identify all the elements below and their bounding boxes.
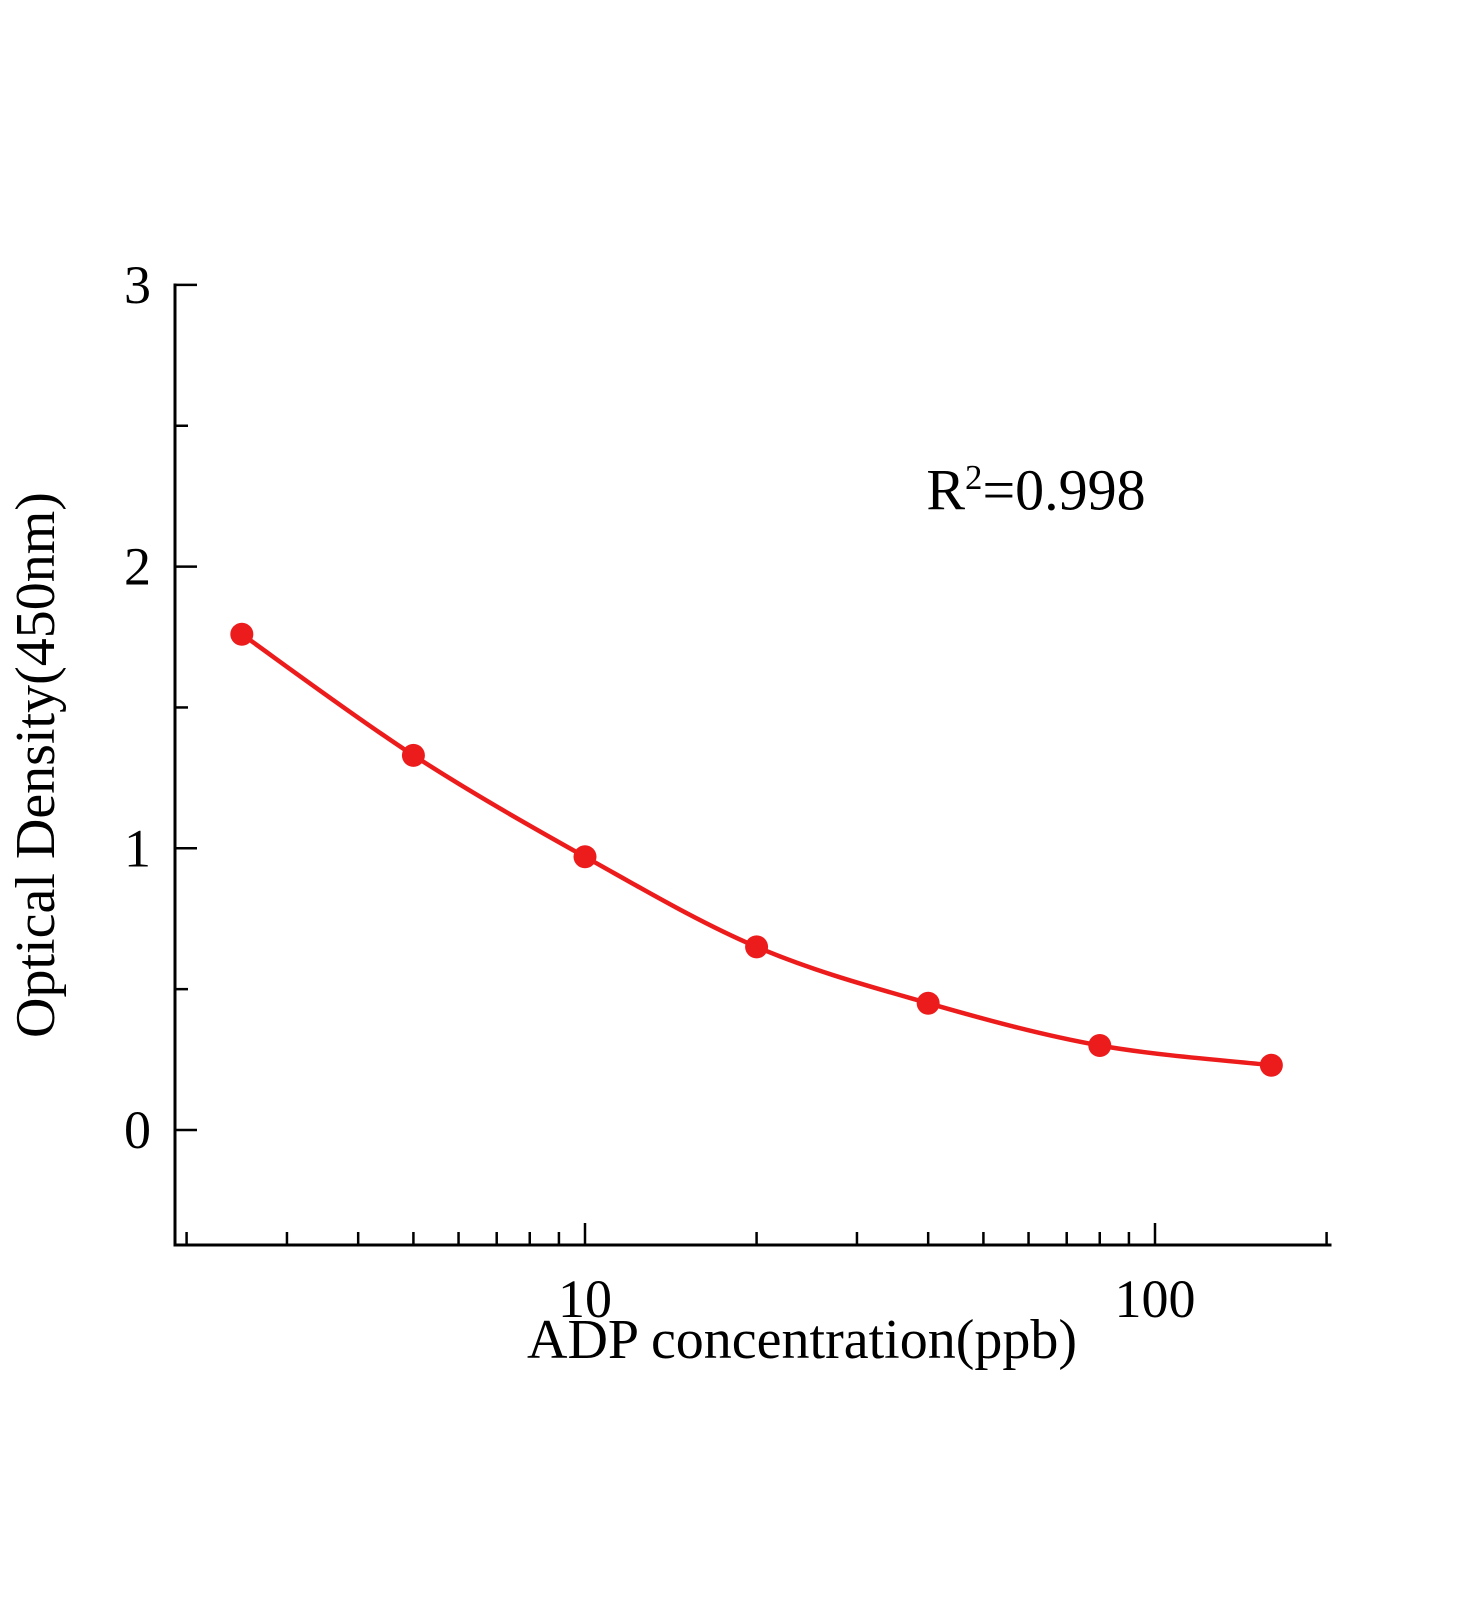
- x-tick-label: 10: [558, 1269, 612, 1329]
- x-tick-label: 100: [1115, 1269, 1196, 1329]
- r-squared-value: =0.998: [982, 457, 1146, 523]
- data-point: [401, 743, 425, 767]
- r-squared-base: R: [926, 457, 966, 523]
- tick-marks: [175, 283, 1328, 1245]
- axes: [173, 283, 1332, 1247]
- data-point: [745, 935, 769, 959]
- data-point-markers: [230, 622, 1283, 1077]
- tick-labels: 0 1 2 3 10 100: [124, 255, 1196, 1329]
- x-axis-label: ADP concentration(ppb): [527, 1309, 1077, 1371]
- data-point: [230, 622, 254, 646]
- standard-curve-line: [239, 631, 1274, 1068]
- y-tick-label: 3: [124, 255, 151, 315]
- r-squared-annotation: R2=0.998: [926, 457, 1145, 524]
- r-squared-exponent: 2: [965, 458, 983, 498]
- data-point: [1088, 1033, 1112, 1057]
- y-axis-label: Optical Density(450nm): [5, 492, 67, 1038]
- data-point: [916, 991, 940, 1015]
- data-point: [1259, 1053, 1283, 1077]
- data-point: [573, 845, 597, 869]
- y-tick-label: 0: [124, 1100, 151, 1160]
- y-tick-label: 1: [124, 818, 151, 878]
- y-tick-label: 2: [124, 537, 151, 597]
